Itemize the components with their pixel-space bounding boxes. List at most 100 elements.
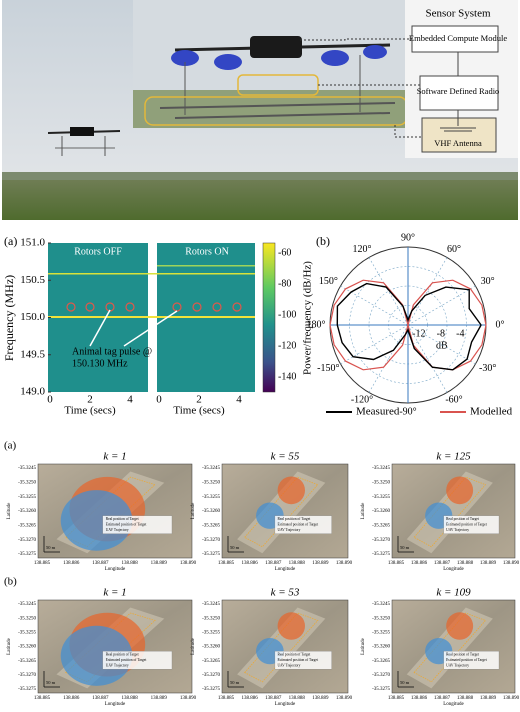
angle-label: -60° xyxy=(445,395,462,406)
x-axis-label: Time (secs) xyxy=(64,405,116,417)
y-tick-label: -35.3275 xyxy=(372,552,390,557)
x-tick-label: 138.889 xyxy=(151,561,168,566)
annotation-arrow xyxy=(123,310,178,347)
y-tick-label: -35.3260 xyxy=(18,509,36,514)
legend-label: Modelled xyxy=(470,406,513,418)
legend-box xyxy=(443,515,500,534)
scale-label: 50 m xyxy=(400,680,410,685)
x-tick-label: 138.885 xyxy=(34,696,51,701)
x-tick-label: 138.889 xyxy=(312,561,329,566)
y-tick-label: -35.3260 xyxy=(372,645,390,650)
y-tick-label: -35.3245 xyxy=(18,466,36,471)
y-tick-label: -35.3250 xyxy=(202,480,220,485)
x-tick-label: 138.885 xyxy=(34,561,51,566)
x-axis-label: Longitude xyxy=(443,702,464,707)
x-tick-label: 138.885 xyxy=(218,561,235,566)
estimate-cloud xyxy=(446,612,474,640)
r-tick-label: -8 xyxy=(437,328,445,339)
row-label: (a) xyxy=(4,440,17,452)
x-axis-label: Longitude xyxy=(105,702,126,707)
x-tick-label: 138.887 xyxy=(92,696,109,701)
legend-label: Real position of Target xyxy=(106,517,139,521)
x-tick-label: 138.889 xyxy=(151,696,168,701)
grid-spoke xyxy=(407,324,448,393)
x-tick-label: 138.889 xyxy=(480,696,497,701)
annotation: Animal tag pulse @ xyxy=(72,346,152,357)
x-axis-label: Longitude xyxy=(443,567,464,572)
legend-label: UAV Trajectory xyxy=(277,663,300,667)
estimate-cloud xyxy=(446,476,474,505)
leader-line xyxy=(394,125,422,138)
y-tick-label: -35.3255 xyxy=(18,495,36,500)
y-axis-label: Latitude xyxy=(361,502,366,519)
legend-box xyxy=(274,651,332,670)
module-box xyxy=(411,25,499,53)
x-tick-label: 138.888 xyxy=(289,561,306,566)
y-tick-label: -35.3255 xyxy=(18,630,36,635)
y-tick-label: -35.3250 xyxy=(372,480,390,485)
grid-spoke xyxy=(407,285,476,326)
angle-label: -90° xyxy=(399,406,416,417)
legend-label: Estimated position of Target xyxy=(446,523,487,527)
x-tick-label: 138.887 xyxy=(265,696,282,701)
y-tick-label: -35.3265 xyxy=(202,523,220,528)
legend-label: UAV Trajectory xyxy=(106,663,129,667)
legend-box xyxy=(274,515,332,534)
angle-label: 0° xyxy=(496,319,505,330)
map-title: k = 1 xyxy=(103,587,126,599)
y-tick-label: 150.0 xyxy=(20,311,45,323)
x-tick-label: 138.890 xyxy=(336,696,353,701)
colorbar-tick-label: -60 xyxy=(278,247,291,258)
y-tick-label: -35.3245 xyxy=(202,466,220,471)
y-tick-label: -35.3245 xyxy=(372,466,390,471)
y-tick-label: -35.3250 xyxy=(372,616,390,621)
legend-box xyxy=(102,651,173,670)
panel-title: Rotors ON xyxy=(185,246,229,257)
x-axis-label: Longitude xyxy=(275,567,296,572)
angle-label: -120° xyxy=(351,395,373,406)
y-tick-label: -35.3270 xyxy=(372,538,390,543)
x-tick-label: 138.889 xyxy=(312,696,329,701)
x-tick-label: 138.886 xyxy=(411,561,428,566)
x-tick-label: 0 xyxy=(47,394,53,406)
x-tick-label: 138.888 xyxy=(457,696,474,701)
module-box xyxy=(421,117,497,153)
scale-label: 50 m xyxy=(230,680,240,685)
x-axis-label: Time (secs) xyxy=(173,405,225,417)
x-tick-label: 138.886 xyxy=(411,696,428,701)
y-tick-label: -35.3275 xyxy=(18,687,36,692)
x-tick-label: 138.887 xyxy=(92,561,109,566)
module-label: Software Defined Radio xyxy=(417,86,500,96)
x-tick-label: 138.886 xyxy=(63,696,80,701)
y-tick-label: -35.3275 xyxy=(372,687,390,692)
y-tick-label: -35.3260 xyxy=(202,509,220,514)
legend-label: Real position of Target xyxy=(277,517,310,521)
angle-label: -30° xyxy=(479,363,496,374)
legend-label: Estimated position of Target xyxy=(106,523,147,527)
estimate-cloud xyxy=(277,476,306,505)
x-tick-label: 138.887 xyxy=(434,696,451,701)
panel-label: (b) xyxy=(316,234,330,248)
x-axis-label: Longitude xyxy=(105,567,126,572)
x-tick-label: 138.885 xyxy=(388,696,405,701)
angle-label: 60° xyxy=(447,244,461,255)
x-tick-label: 138.887 xyxy=(265,561,282,566)
grid-spoke xyxy=(340,324,409,365)
x-tick-label: 138.889 xyxy=(480,561,497,566)
x-tick-label: 138.890 xyxy=(180,561,197,566)
panel-title: Rotors OFF xyxy=(74,246,122,257)
map-title: k = 55 xyxy=(271,451,300,463)
map-title: k = 53 xyxy=(271,587,300,599)
y-tick-label: -35.3260 xyxy=(18,645,36,650)
legend-label: Measured xyxy=(356,406,400,418)
tree-line xyxy=(2,172,518,182)
y-axis-label: Latitude xyxy=(191,502,196,519)
angle-label: 90° xyxy=(401,232,415,243)
legend-box xyxy=(443,651,500,670)
y-tick-label: -35.3265 xyxy=(18,659,36,664)
near-drone xyxy=(159,36,396,119)
legend-label: Estimated position of Target xyxy=(446,658,487,662)
legend-label: Estimated position of Target xyxy=(277,523,318,527)
